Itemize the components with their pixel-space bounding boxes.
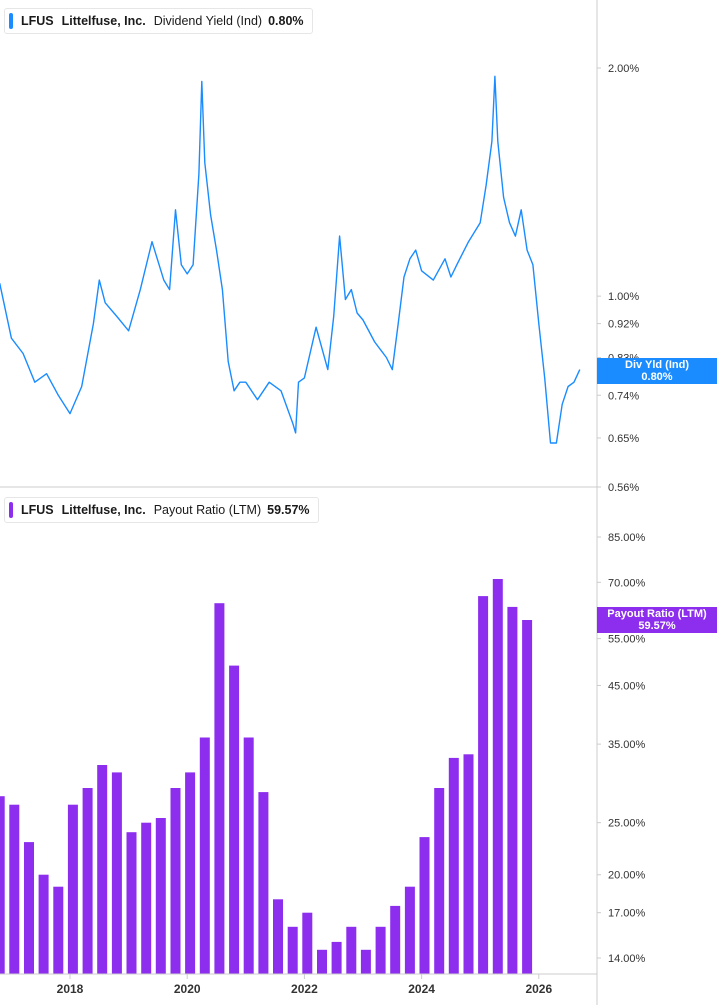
tag-label: Payout Ratio (LTM) bbox=[607, 608, 707, 620]
bar-payout-ratio bbox=[38, 874, 49, 974]
legend-metric: Dividend Yield (Ind) bbox=[153, 14, 263, 28]
x-tick-label: 2026 bbox=[525, 982, 552, 996]
bar-payout-ratio bbox=[375, 926, 386, 974]
bar-payout-ratio bbox=[141, 822, 152, 974]
bar-payout-ratio bbox=[0, 796, 5, 974]
y-tick-label: 2.00% bbox=[608, 63, 639, 75]
x-tick-label: 2020 bbox=[174, 982, 201, 996]
bar-payout-ratio bbox=[390, 905, 401, 974]
bar-payout-ratio bbox=[111, 772, 122, 974]
bar-payout-ratio bbox=[360, 949, 371, 974]
series-color-swatch bbox=[9, 13, 13, 29]
legend-ticker: LFUS bbox=[21, 503, 54, 517]
legend-value: 59.57% bbox=[267, 503, 310, 517]
bar-payout-ratio bbox=[155, 818, 166, 974]
x-tick-label: 2022 bbox=[291, 982, 318, 996]
bar-payout-ratio bbox=[185, 772, 196, 974]
bar-payout-ratio bbox=[97, 765, 108, 974]
top-panel: 0.56%0.65%0.74%0.83%0.92%1.00%2.00% bbox=[0, 63, 639, 494]
bar-payout-ratio bbox=[419, 837, 430, 974]
bar-payout-ratio bbox=[317, 949, 327, 974]
y-tick-label: 1.00% bbox=[608, 291, 639, 303]
y-tick-label: 14.00% bbox=[608, 953, 646, 965]
bar-payout-ratio bbox=[507, 606, 518, 974]
current-value-tag-yield: Div Yld (Ind) 0.80% bbox=[597, 358, 717, 384]
bar-payout-ratio bbox=[82, 788, 93, 974]
legend-company: Littelfuse, Inc. bbox=[61, 14, 146, 28]
bar-payout-ratio bbox=[170, 788, 181, 974]
bar-payout-ratio bbox=[24, 842, 34, 974]
x-tick-label: 2018 bbox=[57, 982, 84, 996]
x-tick-label: 2024 bbox=[408, 982, 435, 996]
y-tick-label: 55.00% bbox=[608, 634, 646, 646]
bar-payout-ratio bbox=[346, 926, 357, 974]
bar-payout-ratio bbox=[199, 737, 210, 974]
bar-payout-ratio bbox=[9, 804, 20, 974]
series-line-dividend-yield bbox=[0, 75, 581, 444]
tag-value: 0.80% bbox=[641, 371, 673, 383]
bar-payout-ratio bbox=[273, 899, 283, 974]
y-tick-label: 0.56% bbox=[608, 482, 639, 494]
y-tick-label: 0.92% bbox=[608, 319, 639, 331]
y-tick-label: 45.00% bbox=[608, 680, 646, 692]
bar-payout-ratio bbox=[67, 804, 78, 974]
bar-payout-ratio bbox=[214, 603, 225, 974]
bar-payout-ratio bbox=[126, 832, 137, 974]
bar-payout-ratio bbox=[229, 665, 240, 974]
bar-payout-ratio bbox=[331, 941, 342, 974]
tag-value: 59.57% bbox=[638, 620, 676, 632]
y-tick-label: 17.00% bbox=[608, 908, 646, 920]
legend-dividend-yield[interactable]: LFUS Littelfuse, Inc. Dividend Yield (In… bbox=[4, 8, 313, 34]
legend-company: Littelfuse, Inc. bbox=[61, 503, 146, 517]
bar-payout-ratio bbox=[478, 596, 489, 974]
bar-payout-ratio bbox=[434, 788, 445, 974]
bar-payout-ratio bbox=[258, 792, 269, 974]
legend-payout-ratio[interactable]: LFUS Littelfuse, Inc. Payout Ratio (LTM)… bbox=[4, 497, 319, 523]
legend-ticker: LFUS bbox=[21, 14, 54, 28]
legend-value: 0.80% bbox=[268, 14, 304, 28]
legend-metric: Payout Ratio (LTM) bbox=[153, 503, 262, 517]
bar-payout-ratio bbox=[302, 912, 313, 974]
bar-payout-ratio bbox=[463, 754, 474, 974]
current-value-tag-payout: Payout Ratio (LTM) 59.57% bbox=[597, 607, 717, 633]
y-tick-label: 20.00% bbox=[608, 870, 646, 882]
bar-payout-ratio bbox=[522, 620, 533, 974]
bar-payout-ratio bbox=[492, 579, 503, 974]
series-color-swatch bbox=[9, 502, 13, 518]
bar-payout-ratio bbox=[448, 757, 459, 974]
bar-payout-ratio bbox=[404, 886, 415, 974]
x-axis: 2018 2020 2022 2024 2026 bbox=[57, 974, 552, 996]
bottom-panel: 14.00% 17.00% 20.00% 25.00% 35.00% 45.00% 55.0… bbox=[0, 532, 646, 974]
tag-label: Div Yld (Ind) bbox=[625, 359, 689, 371]
y-tick-label: 85.00% bbox=[608, 532, 646, 544]
y-tick-label: 0.74% bbox=[608, 390, 639, 402]
bar-payout-ratio bbox=[53, 886, 64, 974]
y-tick-label: 25.00% bbox=[608, 818, 646, 830]
y-tick-label: 0.65% bbox=[608, 433, 639, 445]
bar-payout-ratio bbox=[243, 737, 254, 974]
y-tick-label: 35.00% bbox=[608, 739, 646, 751]
y-tick-label: 70.00% bbox=[608, 577, 646, 589]
bar-payout-ratio bbox=[287, 926, 298, 974]
